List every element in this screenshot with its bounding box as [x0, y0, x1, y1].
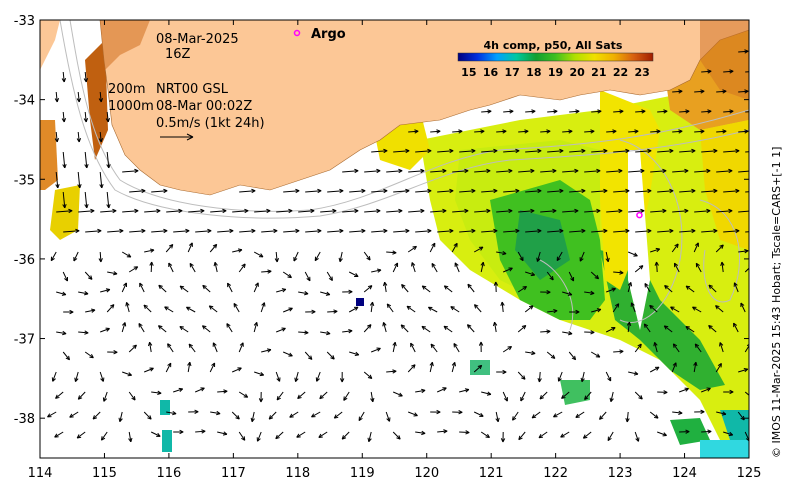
y-tick-label: -37: [14, 333, 35, 348]
x-tick-label: 116: [156, 466, 181, 481]
x-tick-label: 114: [28, 466, 53, 481]
x-tick-label: 115: [92, 466, 117, 481]
x-tick-label: 117: [221, 466, 246, 481]
y-tick-label: -34: [14, 94, 35, 109]
y-tick-label: -36: [14, 253, 35, 268]
colorbar-tick-label: 23: [635, 66, 650, 79]
y-tick-label: -38: [14, 412, 35, 427]
y-tick-label: -33: [14, 14, 35, 29]
annotation-product: NRT00 GSL: [156, 82, 229, 97]
x-tick-label: 124: [672, 466, 697, 481]
annotation-velocity-scale: 0.5m/s (1kt 24h): [156, 116, 265, 131]
colorbar-title: 4h comp, p50, All Sats: [484, 39, 623, 52]
colorbar-tick-label: 15: [461, 66, 476, 79]
annotation-time: 16Z: [165, 47, 191, 62]
argo-legend-label: Argo: [311, 27, 346, 42]
colorbar-tick-label: 16: [483, 66, 499, 79]
colorbar-ticks: 15 16 17 18 19 20 21 22 23: [461, 66, 650, 79]
x-tick-label: 123: [608, 466, 633, 481]
colorbar-tick-label: 22: [613, 66, 628, 79]
annotation-depth-200: 200m: [108, 82, 145, 97]
y-tick-label: -35: [14, 173, 35, 188]
x-tick-label: 120: [414, 466, 439, 481]
colorbar-tick-label: 20: [570, 66, 586, 79]
colorbar-tick-label: 21: [591, 66, 606, 79]
x-tick-label: 119: [350, 466, 375, 481]
annotation-product-time: 08-Mar 00:02Z: [156, 99, 252, 114]
annotation-depth-1000: 1000m: [108, 99, 154, 114]
colorbar-tick-label: 19: [548, 66, 563, 79]
colorbar-gradient: [458, 53, 653, 61]
annotation-date: 08-Mar-2025: [156, 32, 239, 47]
x-tick-label: 121: [479, 466, 504, 481]
x-tick-label: 122: [543, 466, 568, 481]
side-credit: © IMOS 11-Mar-2025 15:43 Hobart; Tscale=…: [770, 147, 783, 458]
colorbar-tick-label: 17: [505, 66, 520, 79]
x-tick-label: 125: [737, 466, 762, 481]
x-tick-label: 118: [285, 466, 310, 481]
colorbar-tick-label: 18: [526, 66, 541, 79]
